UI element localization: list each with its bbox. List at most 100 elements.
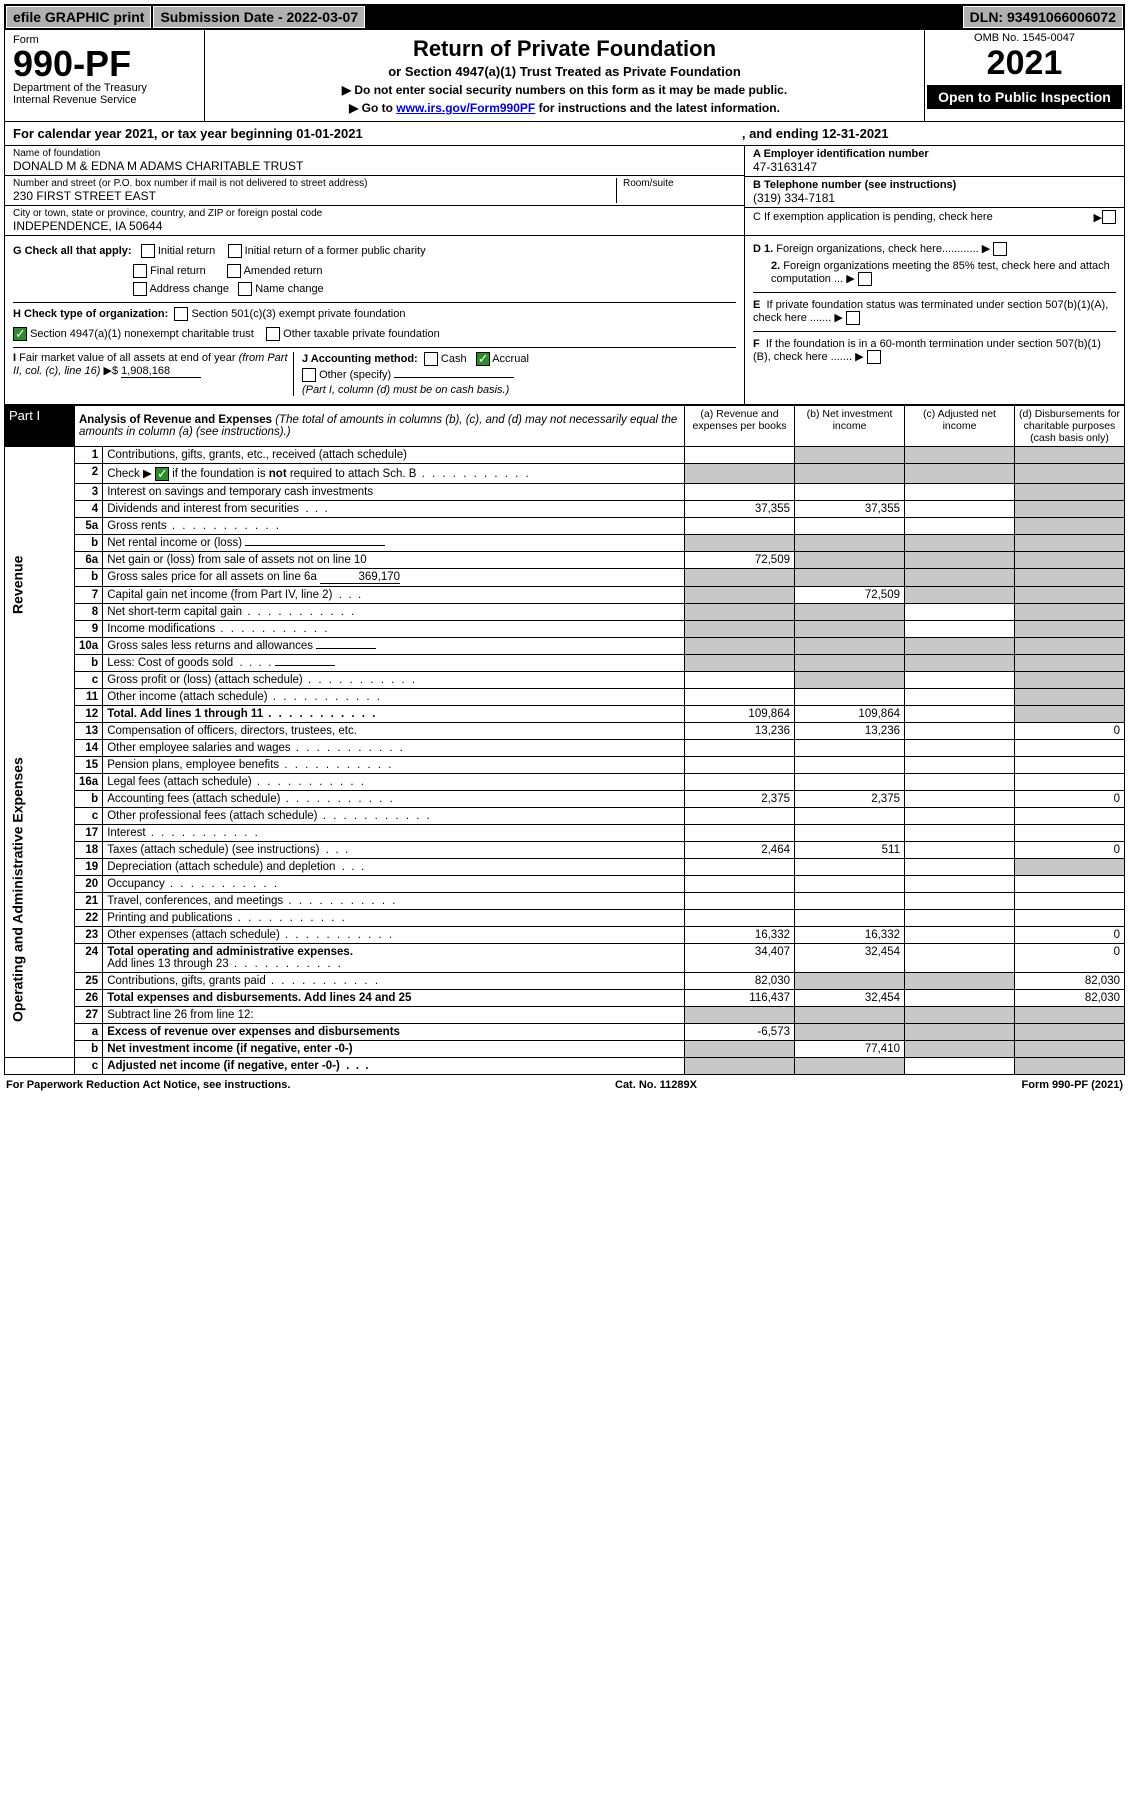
row-desc: Total. Add lines 1 through 11	[103, 705, 685, 722]
e-checkbox[interactable]	[846, 311, 860, 325]
row-desc: Pension plans, employee benefits	[103, 756, 685, 773]
h-4947-checkbox[interactable]	[13, 327, 27, 341]
amount-cell: 0	[1015, 926, 1125, 943]
phone: (319) 334-7181	[753, 191, 1116, 205]
row-num: b	[75, 1040, 103, 1057]
city-state-zip: INDEPENDENCE, IA 50644	[13, 219, 736, 233]
omb-number: OMB No. 1545-0047	[927, 32, 1122, 44]
row-desc: Interest on savings and temporary cash i…	[103, 483, 685, 500]
row-num: 23	[75, 926, 103, 943]
address-change-checkbox[interactable]	[133, 282, 147, 296]
amount-cell: 2,375	[795, 790, 905, 807]
address-change-label: Address change	[149, 283, 229, 295]
row-num: 2	[75, 464, 103, 484]
amount-cell: 109,864	[795, 705, 905, 722]
row-desc: Capital gain net income (from Part IV, l…	[103, 586, 685, 603]
row-num: 14	[75, 739, 103, 756]
row-desc: Net gain or (loss) from sale of assets n…	[103, 551, 685, 568]
amount-cell: -6,573	[685, 1023, 795, 1040]
e-label: If private foundation status was termina…	[753, 299, 1108, 324]
other-method-checkbox[interactable]	[302, 368, 316, 382]
row-num: 15	[75, 756, 103, 773]
calendar-year-row: For calendar year 2021, or tax year begi…	[4, 122, 1125, 146]
initial-return-label: Initial return	[158, 245, 215, 257]
form990pf-link[interactable]: www.irs.gov/Form990PF	[396, 101, 535, 115]
row-num: 20	[75, 875, 103, 892]
row-num: 6a	[75, 551, 103, 568]
accrual-checkbox[interactable]	[476, 352, 490, 366]
h-501c3-checkbox[interactable]	[174, 307, 188, 321]
row-desc: Dividends and interest from securities .…	[103, 500, 685, 517]
row-num: 27	[75, 1006, 103, 1023]
h-4947-label: Section 4947(a)(1) nonexempt charitable …	[30, 328, 254, 340]
h-other-checkbox[interactable]	[266, 327, 280, 341]
row-num: c	[75, 1057, 103, 1074]
row-num: 19	[75, 858, 103, 875]
exemption-pending-checkbox[interactable]	[1102, 210, 1116, 224]
row-desc: Legal fees (attach schedule)	[103, 773, 685, 790]
row-num: 25	[75, 972, 103, 989]
h-other-label: Other taxable private foundation	[283, 328, 440, 340]
col-d-header: (d) Disbursements for charitable purpose…	[1015, 406, 1125, 447]
dept-treasury: Department of the Treasury	[13, 82, 196, 94]
amount-cell: 72,509	[685, 551, 795, 568]
initial-return-checkbox[interactable]	[141, 244, 155, 258]
amount-cell: 116,437	[685, 989, 795, 1006]
foundation-name-label: Name of foundation	[13, 148, 736, 159]
row-num: c	[75, 807, 103, 824]
schb-checkbox[interactable]	[155, 467, 169, 481]
form-number: 990-PF	[13, 46, 196, 82]
row-desc: Contributions, gifts, grants, etc., rece…	[103, 447, 685, 464]
row-num: 3	[75, 483, 103, 500]
goto-instructions: ▶ Go to www.irs.gov/Form990PF for instru…	[211, 101, 918, 115]
part1-table: Part I Analysis of Revenue and Expenses …	[4, 405, 1125, 1075]
f-checkbox[interactable]	[867, 350, 881, 364]
row-desc: Contributions, gifts, grants paid	[103, 972, 685, 989]
col-b-header: (b) Net investment income	[795, 406, 905, 447]
amount-cell: 82,030	[1015, 972, 1125, 989]
initial-former-checkbox[interactable]	[228, 244, 242, 258]
top-bar: efile GRAPHIC print Submission Date - 20…	[4, 4, 1125, 30]
row-desc: Other professional fees (attach schedule…	[103, 807, 685, 824]
form-title: Return of Private Foundation	[211, 36, 918, 62]
inst-pre: ▶ Go to	[349, 101, 396, 115]
address-label: Number and street (or P.O. box number if…	[13, 178, 616, 189]
form-ref: Form 990-PF (2021)	[1022, 1079, 1123, 1091]
expense-vlabel: Operating and Administrative Expenses	[5, 722, 75, 1057]
row-num: 4	[75, 500, 103, 517]
part1-label: Part I	[5, 406, 75, 447]
h-label: H Check type of organization:	[13, 308, 168, 320]
row-desc: Printing and publications	[103, 909, 685, 926]
d1-checkbox[interactable]	[993, 242, 1007, 256]
row-desc: Taxes (attach schedule) (see instruction…	[103, 841, 685, 858]
name-change-label: Name change	[255, 283, 324, 295]
fmv-value: 1,908,168	[121, 365, 201, 378]
amount-cell: 32,454	[795, 943, 905, 972]
row-desc: Net short-term capital gain	[103, 603, 685, 620]
d2-checkbox[interactable]	[858, 272, 872, 286]
row-desc: Check ▶ if the foundation is not require…	[103, 464, 685, 484]
dln: DLN: 93491066006072	[963, 6, 1123, 28]
g-label: G Check all that apply:	[13, 245, 132, 257]
row-desc: Subtract line 26 from line 12:	[103, 1006, 685, 1023]
ein: 47-3163147	[753, 160, 1116, 174]
name-change-checkbox[interactable]	[238, 282, 252, 296]
address: 230 FIRST STREET EAST	[13, 189, 616, 203]
final-return-checkbox[interactable]	[133, 264, 147, 278]
row-num: b	[75, 654, 103, 671]
row-desc: Total expenses and disbursements. Add li…	[103, 989, 685, 1006]
page-footer: For Paperwork Reduction Act Notice, see …	[4, 1075, 1125, 1095]
amount-cell: 37,355	[795, 500, 905, 517]
amended-return-checkbox[interactable]	[227, 264, 241, 278]
d1-label: Foreign organizations, check here.......…	[776, 243, 978, 255]
row-num: 17	[75, 824, 103, 841]
row-desc: Occupancy	[103, 875, 685, 892]
row-num: 22	[75, 909, 103, 926]
amount-cell: 13,236	[685, 722, 795, 739]
foundation-name: DONALD M & EDNA M ADAMS CHARITABLE TRUST	[13, 159, 736, 173]
cash-checkbox[interactable]	[424, 352, 438, 366]
revenue-vlabel: Revenue	[5, 447, 75, 723]
row-num: b	[75, 568, 103, 586]
row-num: 9	[75, 620, 103, 637]
row-num: 10a	[75, 637, 103, 654]
